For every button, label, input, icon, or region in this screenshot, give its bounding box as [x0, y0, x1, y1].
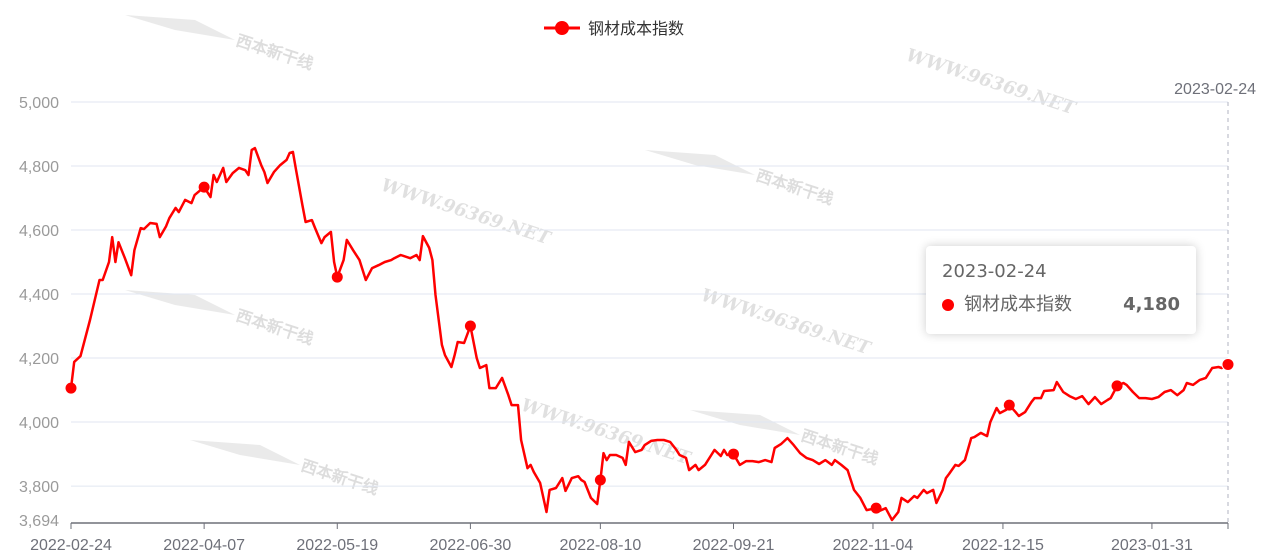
- watermark-brand-text: 西本新干线: [234, 31, 316, 74]
- data-point-marker[interactable]: [464, 320, 476, 332]
- y-tick-label: 4,000: [19, 415, 59, 432]
- x-tick-label: 2022-02-24: [30, 537, 112, 554]
- tooltip-value: 4,180: [1123, 294, 1180, 315]
- data-point-marker[interactable]: [728, 448, 740, 460]
- tooltip-series-name: 钢材成本指数: [964, 294, 1072, 315]
- y-tick-label: 4,200: [19, 351, 59, 368]
- x-axis: 2022-02-24 2022-04-07 2022-05-19 2022-06-30…: [30, 81, 1256, 554]
- data-point-marker[interactable]: [65, 382, 77, 394]
- x-tick-label: 2022-04-07: [163, 537, 245, 554]
- y-axis: 3,694 3,800 4,000 4,200 4,400 4,600 4,800 5,000: [19, 95, 59, 530]
- watermark-brand-text: 西本新干线: [234, 306, 316, 349]
- x-tick-label: 2023-02-24: [1174, 81, 1256, 98]
- series-marker-icon: [942, 299, 954, 311]
- y-tick-label: 3,800: [19, 479, 59, 496]
- watermark-site-text: WWW.96369.NET: [698, 285, 874, 360]
- watermark-logo-icon: [645, 150, 755, 175]
- legend-label: 钢材成本指数: [588, 19, 684, 38]
- watermark-site-text: WWW.96369.NET: [378, 175, 554, 250]
- x-tick-label: 2022-12-15: [962, 537, 1044, 554]
- hover-point-marker[interactable]: [1221, 357, 1235, 371]
- data-point-marker[interactable]: [198, 181, 210, 193]
- watermark-brand-text: 西本新干线: [754, 166, 836, 209]
- watermark-brand-text: 西本新干线: [299, 456, 381, 499]
- y-tick-label: 4,800: [19, 159, 59, 176]
- data-point-marker[interactable]: [1003, 399, 1015, 411]
- x-tick-label: 2022-08-10: [559, 537, 641, 554]
- series-line[interactable]: [69, 146, 1229, 522]
- y-tick-label: 3,694: [19, 513, 59, 530]
- x-tick-label: 2022-11-04: [833, 537, 914, 554]
- y-tick-label: 4,600: [19, 223, 59, 240]
- watermark-logo-icon: [125, 290, 235, 315]
- watermark-logo-icon: [190, 440, 300, 465]
- watermark-brand-text: 西本新干线: [799, 426, 881, 469]
- data-point-marker[interactable]: [331, 271, 343, 283]
- data-point-marker[interactable]: [870, 502, 882, 514]
- data-point-marker[interactable]: [1111, 380, 1123, 392]
- legend-marker-icon: [555, 21, 569, 35]
- tooltip-date: 2023-02-24: [942, 261, 1047, 282]
- tooltip: 2023-02-24 钢材成本指数 4,180: [926, 246, 1196, 334]
- data-point-marker[interactable]: [594, 474, 606, 486]
- y-tick-label: 4,400: [19, 287, 59, 304]
- y-tick-label: 5,000: [19, 95, 59, 112]
- x-tick-label: 2022-09-21: [693, 537, 775, 554]
- grid-lines: [71, 101, 1228, 487]
- series-steel-cost-index[interactable]: [65, 146, 1235, 522]
- watermark-logo-icon: [125, 15, 235, 40]
- x-tick-label: 2023-01-31: [1111, 537, 1193, 554]
- x-tick-label: 2022-05-19: [296, 537, 378, 554]
- legend[interactable]: 钢材成本指数: [544, 19, 684, 38]
- x-tick-label: 2022-06-30: [429, 537, 511, 554]
- tooltip-row: 钢材成本指数 4,180: [942, 293, 1180, 317]
- watermark-site-text: WWW.96369.NET: [903, 45, 1079, 120]
